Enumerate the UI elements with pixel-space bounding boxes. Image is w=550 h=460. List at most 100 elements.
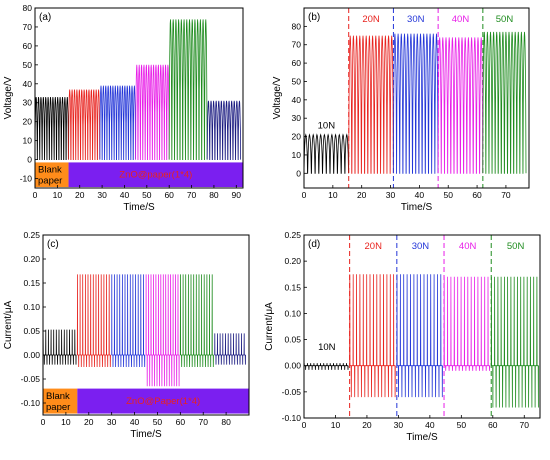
series-label-0: 10N	[318, 121, 336, 132]
x-tick-label: 60	[472, 190, 482, 200]
x-tick-label: 90	[232, 190, 242, 200]
y-tick-label: 0.05	[23, 326, 40, 336]
x-tick-label: 10	[53, 190, 63, 200]
x-tick-label: 70	[187, 190, 197, 200]
y-tick-label: 0.15	[23, 278, 40, 288]
chart-panel-a: 0 10 20 30 40 50 60 70 80 90-1001020304050607080T…	[3, 3, 244, 213]
y-tick-label: 0.00	[284, 361, 301, 371]
y-axis-label: Voltage/V	[272, 76, 283, 119]
plot-area	[304, 235, 539, 418]
series-label-2: 30N	[412, 241, 430, 252]
series-line-4	[482, 31, 527, 174]
y-tick-label: 70	[292, 40, 302, 50]
chart-panel-c: 0 10 20 30 40 50 60 70 80 -0.10 -0.05 0.00 0.05 0.10 0…	[3, 230, 250, 440]
series-line-0	[35, 97, 69, 160]
x-tick-label: 80	[209, 190, 219, 200]
x-tick-label: 10	[328, 190, 338, 200]
y-tick-label: -0.10	[21, 398, 41, 408]
y-tick-label: -10	[20, 174, 33, 184]
y-tick-label: 0.00	[23, 350, 40, 360]
y-tick-label: 80	[292, 21, 302, 31]
y-tick-label: -0.05	[282, 387, 302, 397]
x-tick-label: 50	[457, 420, 467, 430]
x-tick-label: 40	[415, 190, 425, 200]
x-tick-label: 0	[33, 190, 38, 200]
x-tick-label: 20	[362, 420, 372, 430]
x-tick-label: 20	[84, 417, 94, 427]
plot-frame	[303, 234, 541, 419]
band-label-znO: ZnO@paper(1*4)	[119, 170, 192, 181]
x-tick-label: 60	[164, 190, 174, 200]
chart-panel-b: 0 10 20 30 40 50 60 70 0 10 20 30 40 50 60 70 80 Time/S Vo…	[272, 7, 530, 213]
band-label-blank-2: paper	[46, 402, 70, 413]
y-tick-label: 40	[292, 95, 302, 105]
plot-area	[35, 19, 243, 188]
series-label-3: 40N	[452, 14, 470, 25]
x-tick-label: 60	[488, 420, 498, 430]
series-line-3	[145, 274, 180, 387]
plot-area	[43, 274, 249, 414]
panel-label: (c)	[47, 239, 59, 250]
x-tick-label: 30	[394, 420, 404, 430]
series-line-2	[393, 33, 439, 174]
series-line-2	[396, 274, 443, 398]
y-tick-label: 30	[23, 98, 33, 108]
series-label-4: 50N	[496, 14, 514, 25]
series-line-1	[349, 274, 396, 398]
series-line-2	[99, 85, 136, 160]
series-line-0	[304, 363, 349, 370]
x-tick-label: 80	[221, 417, 231, 427]
plot-frame	[303, 7, 530, 189]
y-tick-label: 50	[292, 76, 302, 86]
panel-label: (a)	[39, 12, 51, 23]
plot-frame	[34, 7, 244, 189]
x-tick-label: 70	[520, 420, 530, 430]
x-axis-label: Time/S	[123, 202, 155, 213]
series-line-3	[443, 276, 491, 371]
series-label-2: 30N	[407, 14, 425, 25]
y-axis-label: Current/μA	[3, 300, 14, 349]
y-tick-label: 80	[23, 3, 33, 13]
x-tick-label: 30	[97, 190, 107, 200]
y-tick-label: 70	[23, 22, 33, 32]
series-line-2	[111, 274, 146, 368]
series-label-3: 40N	[459, 241, 477, 252]
series-line-1	[76, 274, 111, 368]
series-label-1: 20N	[365, 241, 383, 252]
x-tick-label: 10	[331, 420, 341, 430]
x-tick-label: 0	[302, 420, 307, 430]
y-tick-label: 0	[296, 168, 301, 178]
series-label-0: 10N	[318, 342, 336, 353]
y-axis-label: Voltage/V	[3, 76, 14, 119]
series-line-4	[490, 276, 539, 408]
series-line-5	[206, 100, 241, 160]
y-tick-label: 40	[23, 79, 33, 89]
y-tick-label: 0.20	[284, 256, 301, 266]
y-tick-label: 0.10	[284, 308, 301, 318]
band-0	[35, 162, 69, 188]
y-tick-label: 60	[23, 41, 33, 51]
x-tick-label: 40	[130, 417, 140, 427]
x-tick-label: 30	[107, 417, 117, 427]
x-tick-label: 20	[75, 190, 85, 200]
band-1	[68, 162, 243, 188]
x-tick-label: 60	[176, 417, 186, 427]
x-tick-label: 10	[61, 417, 71, 427]
x-tick-label: 40	[120, 190, 130, 200]
series-line-1	[348, 35, 394, 174]
y-tick-label: 0	[27, 155, 32, 165]
y-tick-label: 10	[292, 150, 302, 160]
x-axis-label: Time/S	[130, 429, 162, 440]
y-tick-label: 60	[292, 58, 302, 68]
panel-label: (b)	[308, 12, 320, 23]
y-axis-label: Current/μA	[264, 302, 275, 351]
y-tick-label: 10	[23, 136, 33, 146]
band-0	[43, 388, 78, 414]
y-tick-label: 0.05	[284, 335, 301, 345]
series-label-4: 50N	[507, 241, 525, 252]
y-tick-label: 0.15	[284, 282, 301, 292]
series-label-1: 20N	[362, 14, 380, 25]
series-line-4	[179, 274, 214, 368]
y-tick-label: 50	[23, 60, 33, 70]
